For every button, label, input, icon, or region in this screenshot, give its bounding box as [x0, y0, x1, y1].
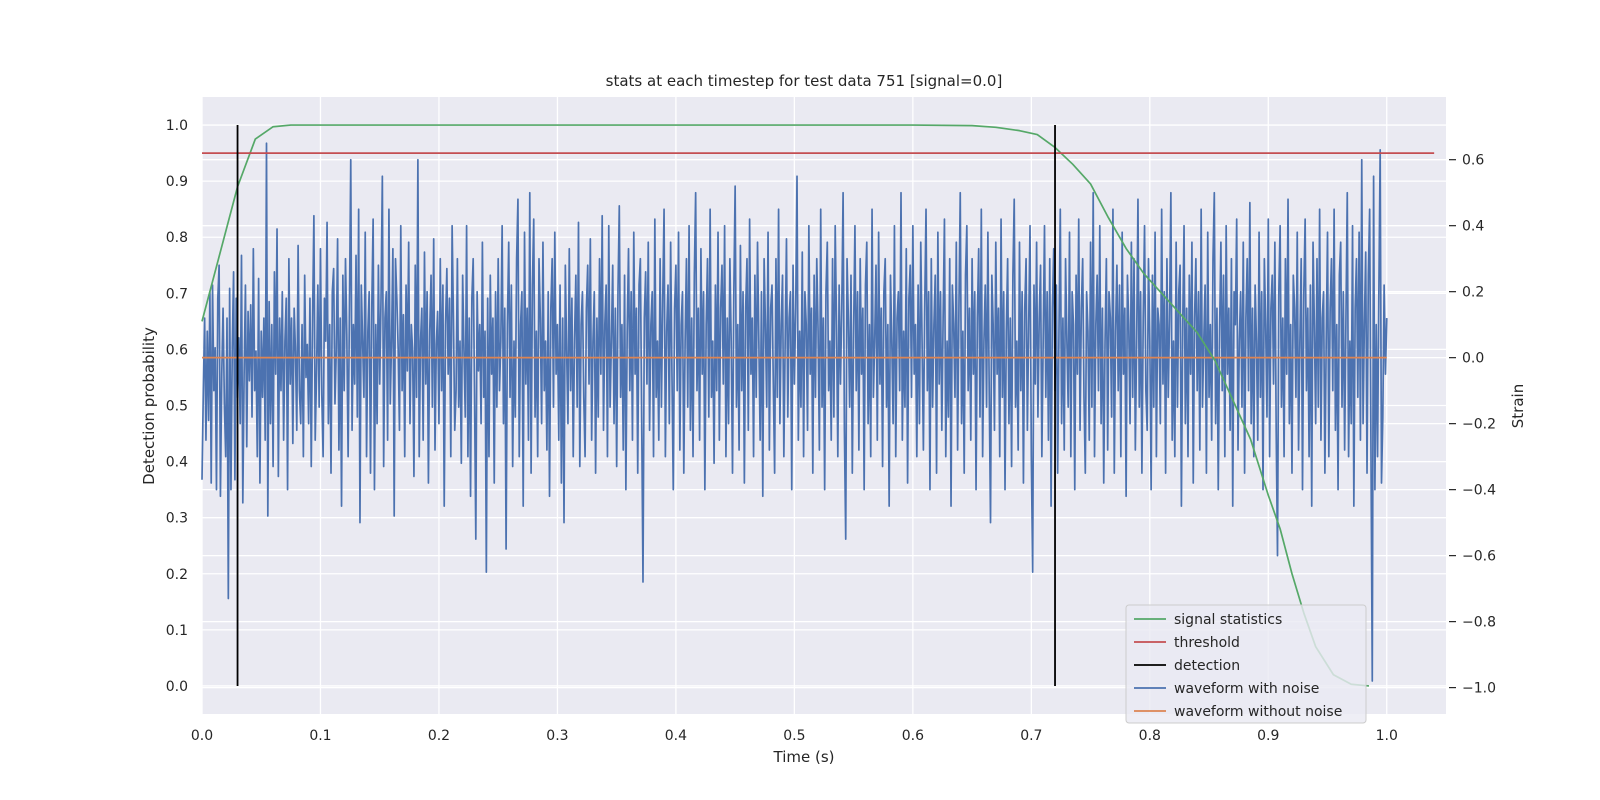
x-tick-label: 0.3: [546, 728, 568, 744]
x-tick-label: 0.4: [665, 728, 687, 744]
y2-tick-label: −0.8: [1462, 615, 1496, 631]
y2-tick-label: 0.0: [1462, 351, 1484, 367]
x-tick-label: 1.0: [1376, 728, 1398, 744]
y-tick-label: 0.4: [166, 455, 188, 471]
y2-tick-label: −0.6: [1462, 549, 1496, 565]
y2-tick-label: 0.4: [1462, 219, 1484, 235]
x-tick-label: 0.1: [309, 728, 331, 744]
y-tick-label: 0.3: [166, 511, 188, 527]
x-tick-label: 0.2: [428, 728, 450, 744]
series-waveform-with-noise: [201, 142, 1388, 682]
y2-tick-label: −0.4: [1462, 483, 1496, 499]
y-tick-label: 0.6: [166, 342, 188, 358]
y2-tick-label: −0.2: [1462, 417, 1496, 433]
legend-label: signal statistics: [1174, 612, 1282, 628]
y2-tick-label: 0.6: [1462, 153, 1484, 169]
y2-tick-label: −1.0: [1462, 681, 1496, 697]
series-signal-statistics: [201, 124, 1370, 687]
legend-label: waveform without noise: [1174, 704, 1342, 720]
y-tick-label: 1.0: [166, 118, 188, 134]
legend-box: [1125, 604, 1367, 724]
legend-label: threshold: [1174, 635, 1240, 651]
y-tick-label: 0.8: [166, 230, 188, 246]
y-tick-label: 0.2: [166, 567, 188, 583]
legend: signal statistics threshold detection wavef…: [1125, 604, 1367, 724]
x-tick-label: 0.8: [1139, 728, 1161, 744]
y-tick-label: 0.1: [166, 623, 188, 639]
x-tick-label: 0.7: [1020, 728, 1042, 744]
x-axis-label: Time (s): [773, 748, 835, 766]
y-tick-label: 0.5: [166, 399, 188, 415]
x-tick-label: 0.5: [783, 728, 805, 744]
y-axis-label: Detection probability: [140, 327, 158, 485]
tick-labels: 0.0 0.1 0.2 0.3 0.4 0.5 0.6 0.7 0.8 0.9 1.0 0.0 0.1 0…: [166, 118, 1496, 744]
y-tick-label: 0.9: [166, 174, 188, 190]
x-tick-label: 0.6: [902, 728, 924, 744]
y2-tick-label: 0.2: [1462, 285, 1484, 301]
x-tick-label: 0.0: [191, 728, 213, 744]
y-tick-label: 0.7: [166, 286, 188, 302]
legend-label: detection: [1174, 658, 1240, 674]
y2-axis-label: Strain: [1509, 384, 1527, 428]
chart-title: stats at each timestep for test data 751…: [606, 72, 1003, 90]
x-tick-label: 0.9: [1257, 728, 1279, 744]
legend-label: waveform with noise: [1174, 681, 1319, 697]
series-layer: [201, 124, 1435, 687]
y-tick-label: 0.0: [166, 679, 188, 695]
